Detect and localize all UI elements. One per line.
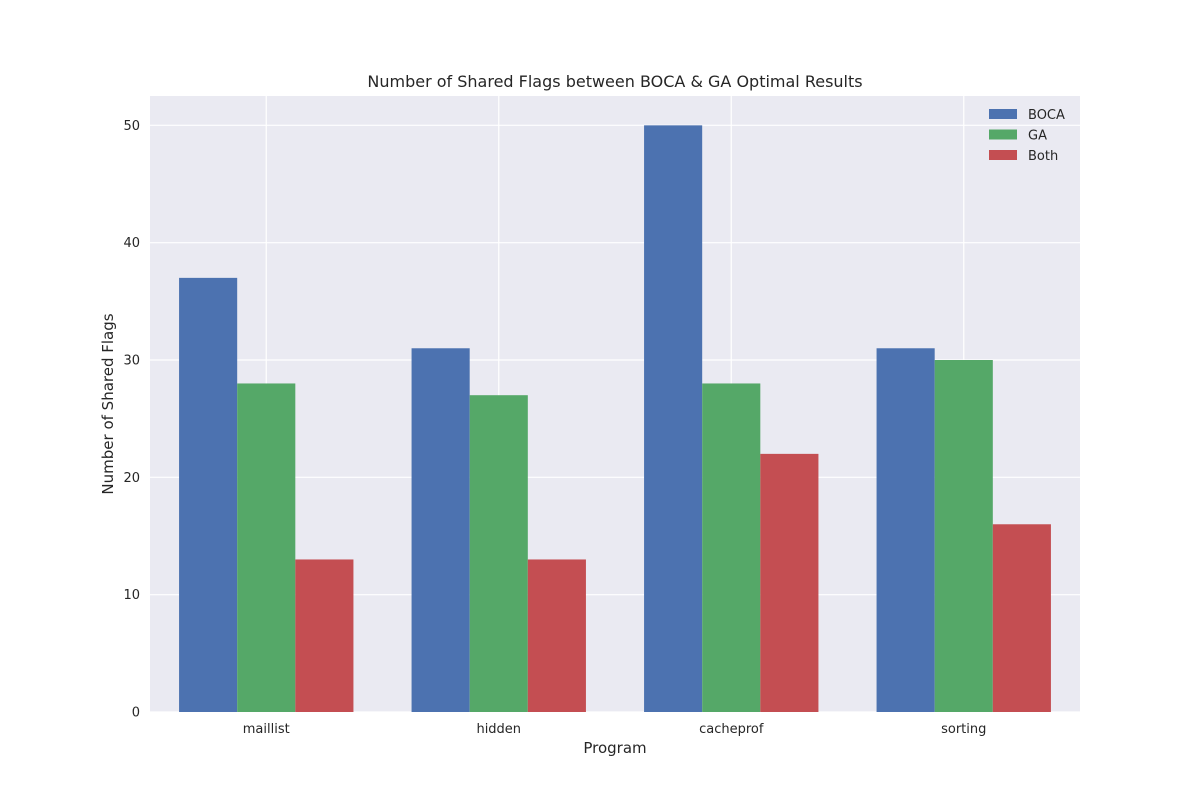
legend-swatch-both (989, 150, 1017, 160)
legend-swatch-boca (989, 109, 1017, 119)
legend-swatch-ga (989, 129, 1017, 140)
chart-title: Number of Shared Flags between BOCA & GA… (367, 72, 862, 91)
x-axis-label: Program (583, 739, 646, 757)
x-tick-label: hidden (476, 722, 521, 737)
bar-ga-maillist (237, 383, 296, 712)
bar-boca-cacheprof (644, 125, 703, 713)
y-axis-ticks: 0 10 20 30 40 50 (123, 119, 140, 721)
y-tick-label: 10 (123, 588, 140, 603)
y-tick-label: 0 (132, 706, 140, 721)
y-tick-label: 30 (123, 354, 140, 369)
x-tick-label: maillist (243, 722, 290, 737)
bar-both-cacheprof (760, 453, 819, 712)
legend-label-ga: GA (1028, 129, 1047, 144)
y-tick-label: 20 (123, 471, 140, 486)
legend-label-both: Both (1028, 149, 1058, 164)
legend-label-boca: BOCA (1028, 108, 1065, 123)
x-tick-label: sorting (941, 722, 986, 737)
bar-ga-hidden (469, 395, 528, 712)
bar-both-maillist (295, 559, 354, 712)
y-tick-label: 50 (123, 119, 140, 134)
bar-ga-cacheprof (702, 383, 761, 712)
y-axis-label: Number of Shared Flags (99, 313, 117, 494)
bar-boca-maillist (179, 277, 238, 712)
x-tick-label: cacheprof (699, 722, 764, 737)
bar-both-sorting (992, 524, 1051, 712)
bars (179, 125, 1051, 713)
bar-both-hidden (527, 559, 586, 712)
bar-boca-hidden (411, 348, 470, 712)
legend: BOCA GA Both (989, 108, 1065, 164)
bar-ga-sorting (934, 360, 993, 712)
bar-boca-sorting (876, 348, 935, 712)
x-axis-ticks: maillist hidden cacheprof sorting (243, 722, 987, 737)
y-tick-label: 40 (123, 236, 140, 251)
